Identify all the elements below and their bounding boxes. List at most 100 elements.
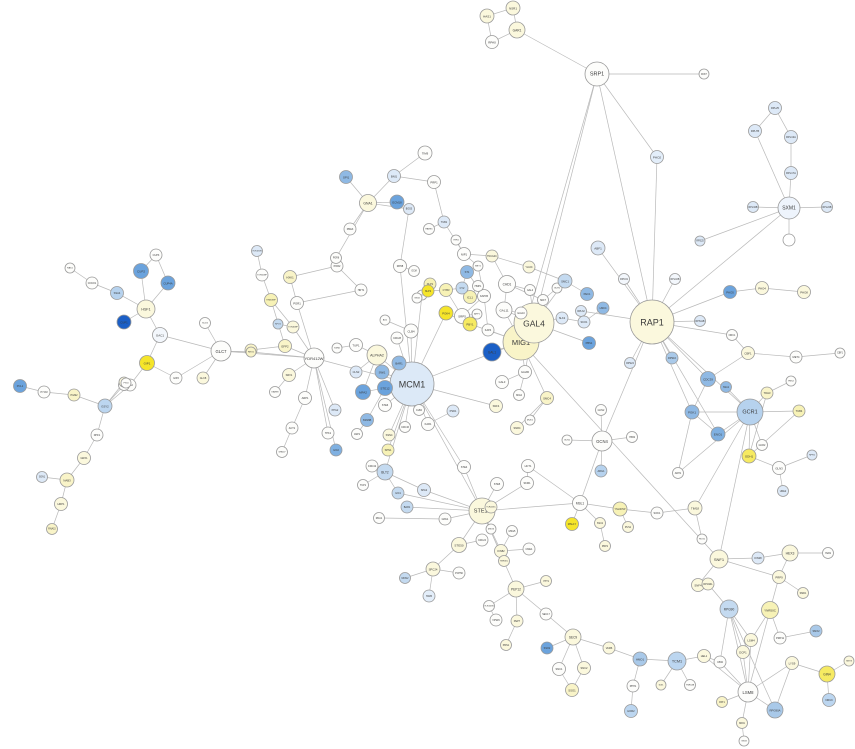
node-circle[interactable] <box>632 651 648 667</box>
node-circle[interactable] <box>575 305 587 317</box>
node-circle[interactable] <box>797 587 809 599</box>
network-node[interactable]: YLR423C <box>484 500 498 514</box>
network-node[interactable]: SXM1 <box>777 196 801 220</box>
network-node[interactable]: ADH1 <box>672 467 684 479</box>
network-node[interactable]: SNF4 <box>489 399 503 413</box>
network-node[interactable]: COCO1 <box>85 276 99 290</box>
node-circle[interactable] <box>403 323 419 339</box>
network-node[interactable]: URE2 <box>777 485 789 497</box>
node-circle[interactable] <box>792 404 806 418</box>
node-circle[interactable] <box>328 403 342 417</box>
network-node[interactable]: BAR1 <box>400 500 414 514</box>
node-circle[interactable] <box>457 247 471 261</box>
node-circle[interactable] <box>755 281 769 295</box>
network-node[interactable]: GAL10 <box>514 306 528 320</box>
node-circle[interactable] <box>451 537 467 553</box>
network-node[interactable]: ST1 <box>460 265 474 279</box>
node-circle[interactable] <box>726 329 738 341</box>
node-circle[interactable] <box>495 375 509 389</box>
network-node[interactable]: REG1 <box>245 346 257 358</box>
network-node[interactable]: SSN6 <box>331 342 343 354</box>
network-node[interactable]: MET4 <box>789 350 803 364</box>
network-node[interactable]: TIM18 <box>687 500 703 516</box>
network-node[interactable]: SSA1 <box>720 381 732 393</box>
network-node[interactable]: MON2 <box>399 572 411 584</box>
network-node[interactable]: YBR2 <box>626 431 638 443</box>
node-circle[interactable] <box>687 500 703 516</box>
network-node[interactable]: SCD5 <box>199 317 211 329</box>
network-node[interactable]: KAR98 <box>269 386 281 398</box>
network-node[interactable]: ABF1 <box>590 240 606 256</box>
node-circle[interactable] <box>245 346 257 358</box>
node-circle[interactable] <box>376 463 394 481</box>
network-node[interactable]: ACT1 <box>285 421 299 435</box>
network-node[interactable]: SNF7 <box>537 294 549 306</box>
network-node[interactable]: GCR2 <box>756 439 768 451</box>
network-node[interactable]: HRP1 <box>54 497 68 511</box>
network-node[interactable]: CY2 <box>455 281 469 295</box>
network-node[interactable]: ASP1 <box>351 428 363 440</box>
network-node[interactable]: ALPHA2 <box>366 344 388 366</box>
node-circle[interactable] <box>387 169 401 183</box>
network-node[interactable]: RAS1 <box>64 262 76 274</box>
node-circle[interactable] <box>489 399 503 413</box>
node-circle[interactable] <box>373 512 385 524</box>
node-circle[interactable] <box>518 365 532 379</box>
network-node[interactable]: HMP1 <box>472 280 484 292</box>
network-node[interactable]: GLN3 <box>772 461 786 475</box>
node-circle[interactable] <box>423 223 435 235</box>
network-node[interactable]: HSK4 <box>596 301 610 315</box>
node-circle[interactable] <box>13 379 27 393</box>
node-circle[interactable] <box>471 308 483 320</box>
node-circle[interactable] <box>321 426 335 440</box>
node-circle[interactable] <box>577 315 591 329</box>
node-circle[interactable] <box>169 371 183 385</box>
node-circle[interactable] <box>452 566 466 580</box>
network-node[interactable]: SPN1 <box>381 443 395 457</box>
node-circle[interactable] <box>697 649 711 663</box>
node-circle[interactable] <box>716 696 728 708</box>
node-circle[interactable] <box>773 631 787 645</box>
network-node[interactable]: MET1 <box>472 260 484 272</box>
network-node[interactable]: PBY1 <box>462 316 478 332</box>
network-node[interactable]: GIN4 <box>818 665 836 683</box>
node-circle[interactable] <box>596 301 610 315</box>
network-node[interactable]: SNR4 <box>510 421 524 435</box>
network-node[interactable]: RPS25 <box>694 235 706 247</box>
network-node[interactable]: GAL3 <box>495 375 509 389</box>
node-circle[interactable] <box>540 641 554 655</box>
network-node[interactable]: MSL1 <box>572 495 588 511</box>
node-circle[interactable] <box>413 404 425 416</box>
node-circle[interactable] <box>582 336 596 350</box>
node-circle[interactable] <box>460 265 474 279</box>
network-node[interactable]: SMC1 <box>557 273 573 289</box>
network-node[interactable]: TCM1 <box>667 651 687 671</box>
network-node[interactable]: RPA0 <box>485 35 499 49</box>
node-circle[interactable] <box>290 296 304 310</box>
node-circle[interactable] <box>298 391 312 405</box>
node-circle[interactable] <box>355 384 371 400</box>
node-circle[interactable] <box>269 386 281 398</box>
network-node[interactable]: RIX7 <box>698 68 710 80</box>
network-node[interactable]: SSO2 <box>540 641 554 655</box>
network-node[interactable]: SWI4 <box>411 292 423 304</box>
node-circle[interactable] <box>590 240 606 256</box>
network-node[interactable]: PRP9 <box>772 570 786 584</box>
network-node[interactable]: SOK1 <box>650 506 664 520</box>
node-circle[interactable] <box>777 196 801 220</box>
network-node[interactable]: RPS11B <box>694 315 706 327</box>
node-circle[interactable] <box>438 512 452 526</box>
node-circle[interactable] <box>359 194 377 212</box>
node-circle[interactable] <box>427 175 441 189</box>
network-node[interactable]: HEX3 <box>781 544 799 562</box>
network-node[interactable]: GPI1 <box>339 170 353 184</box>
node-circle[interactable] <box>495 301 513 319</box>
node-circle[interactable] <box>417 483 431 497</box>
network-node[interactable]: GAL2 <box>524 284 536 296</box>
network-node[interactable]: KPO1 <box>272 318 284 330</box>
network-node[interactable]: RP68 <box>393 259 407 273</box>
node-circle[interactable] <box>357 479 369 491</box>
network-node[interactable]: YLR400W <box>483 600 495 612</box>
node-circle[interactable] <box>360 413 374 427</box>
network-node[interactable]: PHO8 <box>797 285 811 299</box>
